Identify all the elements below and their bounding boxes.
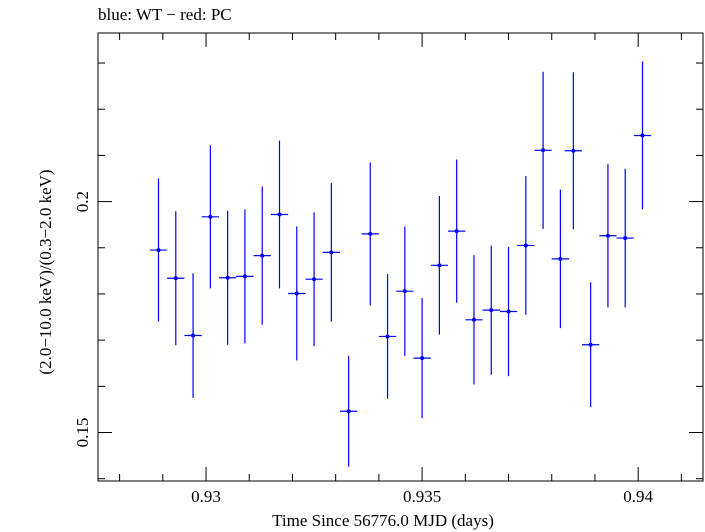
point-marker [454,229,459,234]
x-tick-label: 0.935 [403,487,441,506]
point-marker [402,289,407,294]
point-marker [312,277,317,282]
point-marker [156,248,161,253]
axis-tick-labels: 0.93 0.935 0.94 0.15 0.2 [73,191,654,506]
point-marker [277,212,282,217]
point-marker [225,275,230,280]
data-point [378,274,397,399]
data-points [149,61,652,467]
data-point [465,255,483,385]
point-marker [640,133,645,138]
chart-title: blue: WT − red: PC [98,5,232,24]
data-point [361,162,379,306]
data-point [253,186,271,325]
data-point [340,355,358,467]
point-marker [385,334,390,339]
point-marker [523,243,528,248]
data-point [396,226,414,356]
data-point [517,176,535,315]
point-marker [558,256,563,261]
point-marker [506,309,511,314]
data-point [322,183,340,322]
data-point [551,189,570,329]
y-tick-label: 0.15 [73,418,92,448]
data-point [564,72,582,230]
data-point [448,159,466,303]
point-marker [471,317,476,322]
point-marker [260,253,265,258]
y-tick-label: 0.2 [73,191,92,212]
data-point [482,245,500,375]
point-marker [242,274,247,279]
point-marker [420,356,425,361]
point-marker [571,148,576,153]
point-marker [489,308,494,313]
data-point [305,212,323,347]
point-marker [368,231,373,236]
data-point [582,282,600,408]
point-marker [191,333,196,338]
data-point [201,145,219,289]
point-marker [346,409,351,414]
x-tick-label: 0.94 [623,487,653,506]
point-marker [329,250,334,255]
point-marker [605,233,610,238]
point-marker [541,148,546,153]
data-point [149,178,168,322]
data-point [167,211,185,346]
x-axis-label: Time Since 56776.0 MJD (days) [272,511,494,530]
axis-ticks [98,33,703,481]
y-axis-label: (2.0−10.0 keV)/(0.3−2.0 keV) [36,169,55,374]
point-marker [294,291,299,296]
data-point [236,209,254,344]
data-point [599,164,617,308]
plot-frame [97,32,704,482]
point-marker [588,342,593,347]
point-marker [437,263,442,268]
x-tick-label: 0.93 [191,487,221,506]
data-point [534,71,552,229]
data-point [499,246,518,377]
data-point [616,168,634,308]
point-marker [623,236,628,241]
data-point [430,196,449,335]
data-point [633,61,652,210]
data-point [184,273,202,398]
data-point [413,298,431,419]
point-marker [173,276,178,281]
data-point [219,210,237,345]
point-marker [208,214,213,219]
data-point [270,140,289,289]
data-point [288,226,306,361]
